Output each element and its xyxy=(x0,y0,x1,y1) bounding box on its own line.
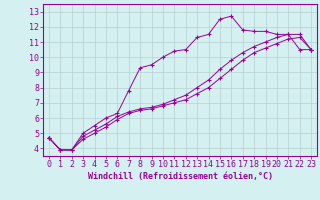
X-axis label: Windchill (Refroidissement éolien,°C): Windchill (Refroidissement éolien,°C) xyxy=(87,172,273,181)
